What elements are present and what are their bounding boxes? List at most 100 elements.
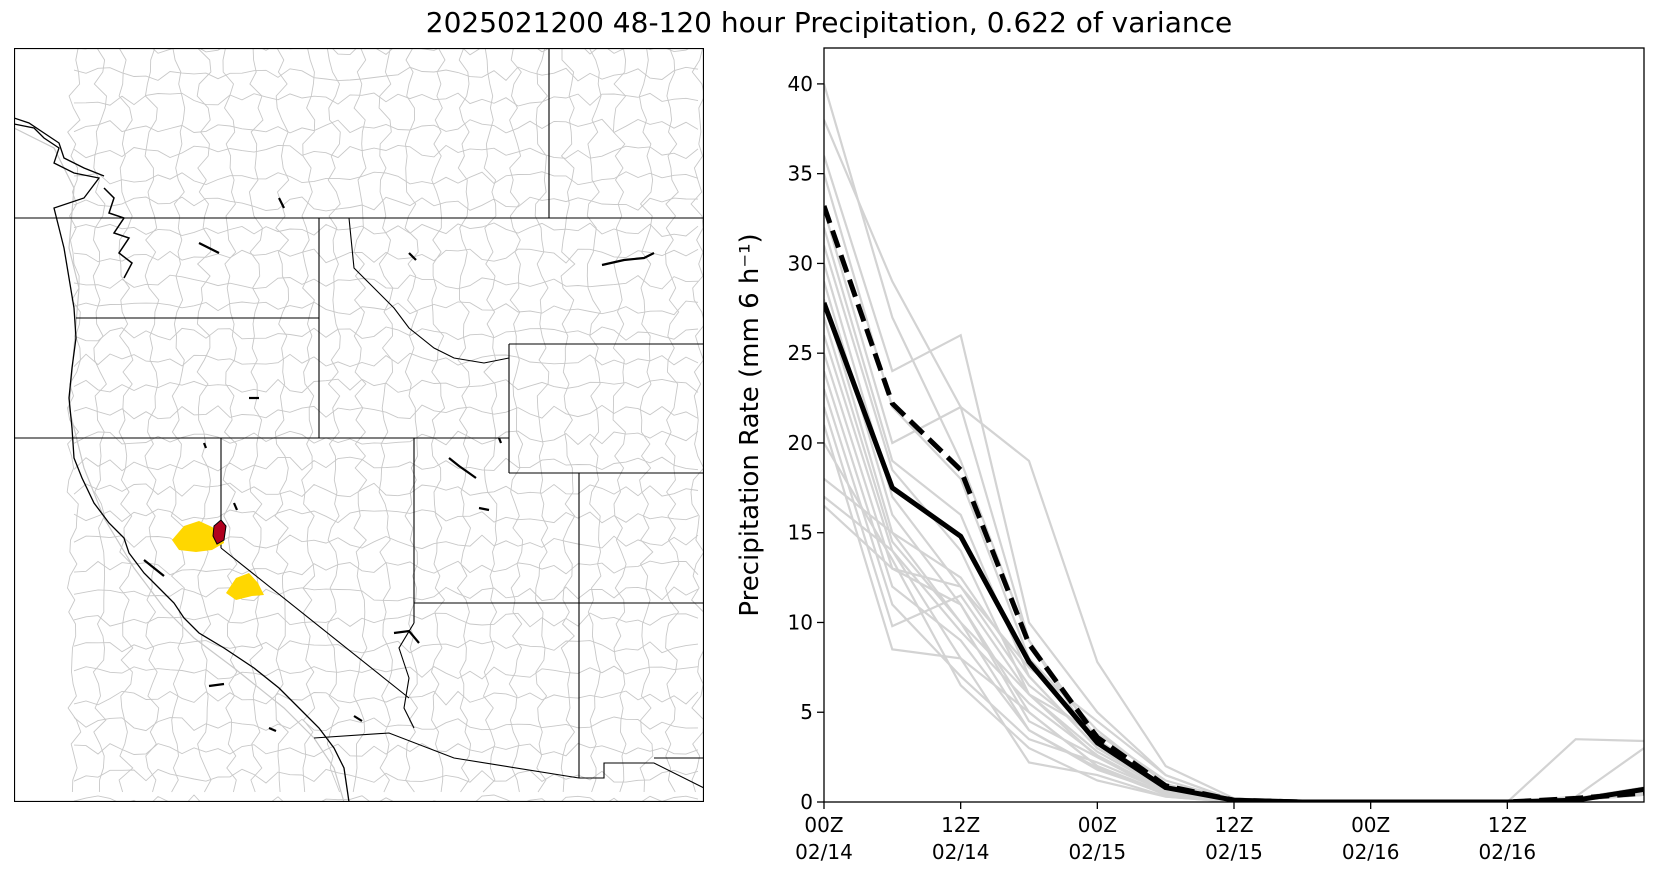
basin-line	[664, 48, 680, 793]
basin-line	[73, 248, 699, 264]
basin-line	[73, 404, 699, 420]
x-tick-label-hour: 00Z	[1351, 813, 1390, 837]
basin-line	[73, 118, 699, 134]
y-axis-label: Precipitation Rate (mm 6 h⁻¹)	[735, 233, 765, 616]
x-tick-label-hour: 12Z	[941, 813, 980, 837]
basin-line	[274, 48, 290, 793]
basin-line	[118, 48, 134, 793]
basin-line	[144, 48, 160, 793]
map-frame	[13, 47, 705, 803]
basin-line	[73, 665, 699, 680]
x-tick-label-date: 02/16	[1479, 840, 1537, 864]
basin-line	[690, 48, 704, 793]
ensemble-member-line	[824, 173, 1644, 802]
basin-line	[73, 612, 699, 628]
basin-line	[222, 48, 238, 793]
basin-line	[73, 66, 699, 82]
basin-line	[73, 171, 699, 186]
highlight-basin-north	[172, 521, 224, 552]
highlight-basin-dark	[212, 519, 227, 545]
ensemble-member-line	[824, 316, 1644, 802]
basin-line	[196, 48, 212, 793]
ensemble-member-line	[824, 388, 1644, 802]
ensemble-member-line	[824, 227, 1644, 802]
ensemble-member-line	[824, 263, 1644, 802]
x-tick-label-date: 02/16	[1342, 840, 1400, 864]
vancouver-island-coast	[14, 117, 105, 177]
x-tick-label-date: 02/15	[1205, 840, 1263, 864]
basin-line	[73, 300, 699, 316]
basin-line	[378, 48, 394, 793]
x-tick-label-hour: 00Z	[804, 813, 843, 837]
ensemble-member-line	[824, 370, 1644, 802]
y-tick-label: 25	[788, 341, 813, 365]
basin-line	[73, 586, 699, 602]
basin-line	[534, 48, 550, 793]
basin-line	[73, 768, 699, 784]
ensemble-member-line	[824, 424, 1644, 802]
map-svg	[13, 47, 705, 803]
state-boundaries	[14, 48, 704, 789]
basin-line	[73, 274, 699, 290]
basin-map	[13, 47, 705, 803]
y-tick-label: 10	[788, 610, 813, 634]
basin-line	[352, 48, 368, 793]
basin-line	[431, 48, 446, 793]
dashed-series-line	[824, 205, 1644, 802]
basin-line	[73, 48, 691, 56]
puget-sound	[103, 187, 133, 279]
ensemble-member-line	[824, 352, 1644, 802]
x-tick-label-hour: 12Z	[1214, 813, 1253, 837]
basin-line	[248, 48, 264, 793]
basin-line	[73, 326, 699, 342]
x-tick-label-date: 02/14	[932, 840, 990, 864]
y-tick-label: 40	[788, 72, 813, 96]
basin-line	[586, 48, 602, 793]
x-tick-label-date: 02/14	[795, 840, 853, 864]
ensemble-member-line	[824, 155, 1644, 802]
figure-title: 2025021200 48-120 hour Precipitation, 0.…	[425, 6, 1233, 39]
ensemble-member-line	[824, 245, 1644, 802]
pacific-coastline	[14, 123, 350, 802]
ensemble-member-line	[824, 478, 1644, 802]
ensemble-member-line	[824, 83, 1644, 802]
basin-line	[301, 48, 316, 793]
lakes	[143, 197, 655, 733]
basin-line	[482, 48, 498, 793]
basin-line	[73, 508, 699, 524]
x-tick-label-hour: 00Z	[1078, 813, 1117, 837]
basin-line	[73, 482, 699, 498]
basin-line	[638, 48, 654, 793]
y-tick-label: 20	[788, 431, 813, 455]
x-tick-label-date: 02/15	[1069, 840, 1127, 864]
basin-line	[73, 352, 699, 367]
basin-line	[508, 48, 524, 793]
basin-line	[612, 48, 627, 793]
y-tick-label: 15	[788, 521, 813, 545]
basin-line	[560, 48, 576, 793]
basin-line	[326, 48, 341, 793]
y-tick-label: 5	[800, 700, 813, 724]
ensemble-member-line	[824, 209, 1644, 802]
x-tick-label-hour: 12Z	[1488, 813, 1527, 837]
basin-line	[73, 92, 699, 107]
basin-line	[456, 48, 472, 793]
solid-series-line	[824, 302, 1644, 802]
ensemble-member-line	[824, 298, 1644, 802]
y-tick-label: 35	[788, 162, 813, 186]
y-tick-label: 0	[800, 790, 813, 814]
plot-frame	[823, 47, 1645, 803]
basin-line	[66, 48, 82, 793]
basin-line	[73, 456, 699, 472]
plot-lines	[824, 83, 1644, 802]
basin-line	[73, 794, 699, 802]
ensemble-member-line	[824, 442, 1644, 802]
y-tick-label: 30	[788, 251, 813, 275]
ensemble-member-line	[824, 281, 1644, 802]
highlight-basin-south	[226, 573, 264, 600]
basin-line	[73, 144, 699, 160]
ensemble-member-line	[824, 119, 1644, 802]
ensemble-member-line	[824, 504, 1644, 802]
basin-line	[170, 48, 186, 793]
